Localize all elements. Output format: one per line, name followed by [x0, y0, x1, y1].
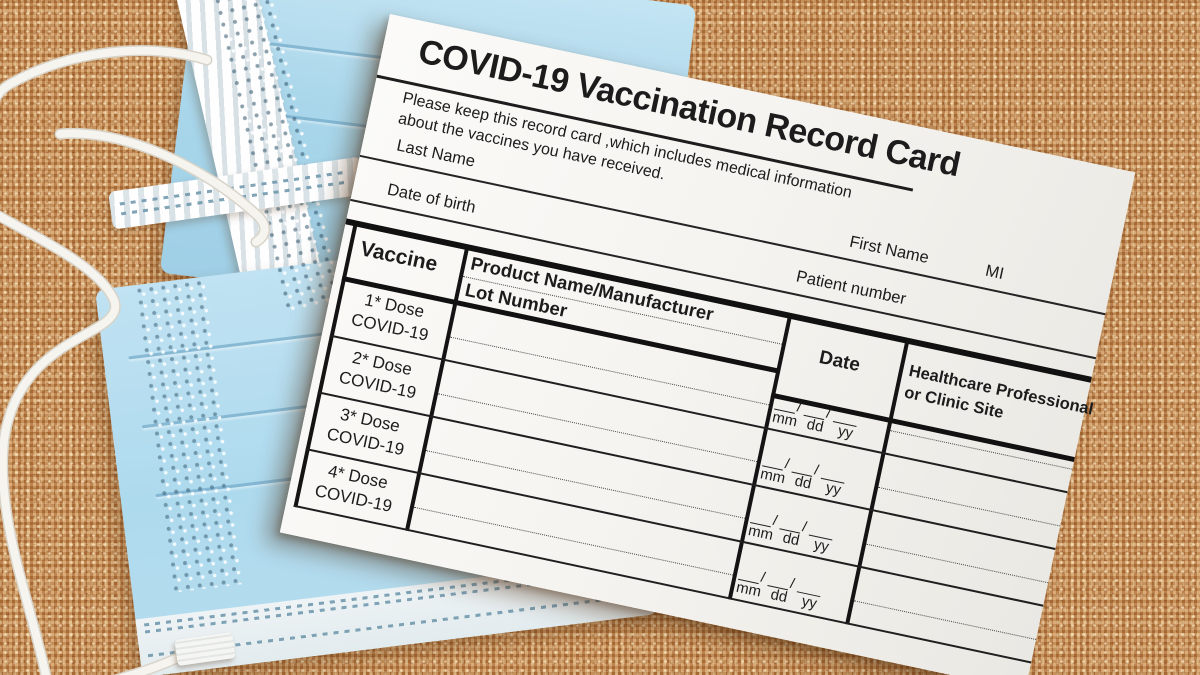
date-of-birth-label: Date of birth — [385, 180, 478, 217]
vaccine-column-header: Vaccine — [358, 237, 440, 277]
mask-dot-pattern — [132, 276, 245, 594]
mm-label: mm — [770, 408, 799, 431]
row-dotted-line — [866, 543, 1049, 584]
dd-label: dd — [793, 472, 814, 493]
mm-label: mm — [746, 522, 775, 544]
row-dotted-line — [878, 486, 1061, 527]
dd-label: dd — [769, 586, 789, 607]
row-line — [329, 334, 1068, 494]
mm-label: mm — [758, 465, 787, 488]
mm-label: mm — [734, 578, 763, 601]
middle-initial-label: MI — [983, 261, 1006, 284]
dd-label: dd — [805, 415, 826, 436]
date-column-header: Date — [817, 347, 862, 377]
row-line — [317, 391, 1056, 550]
row-dotted-line — [854, 600, 1037, 640]
dd-label: dd — [781, 529, 801, 550]
patient-number-label: Patient number — [794, 267, 908, 309]
